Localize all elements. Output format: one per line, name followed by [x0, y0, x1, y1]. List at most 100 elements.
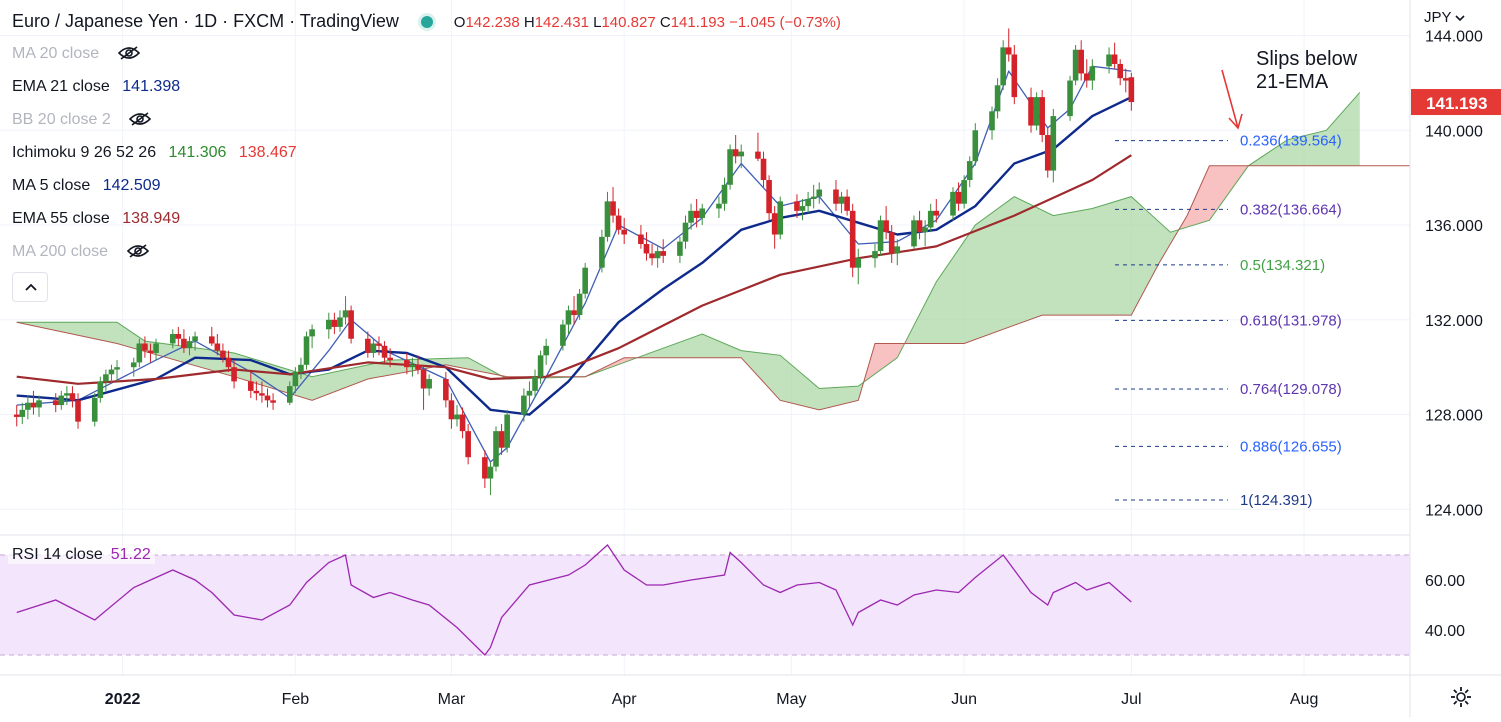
- candle-body: [270, 400, 276, 403]
- candle-body: [97, 381, 104, 398]
- candle-body: [69, 393, 76, 401]
- ema55-line: [16, 154, 1132, 385]
- candle-body: [404, 360, 410, 368]
- candle-body: [75, 400, 81, 422]
- candle-body: [415, 364, 421, 370]
- candle-body: [838, 196, 845, 204]
- candle-body: [615, 215, 622, 230]
- candle-body: [225, 357, 232, 368]
- time-tick-label: Aug: [1290, 691, 1318, 708]
- legend-ma20[interactable]: MA 20 close: [12, 41, 841, 74]
- candle-body: [677, 241, 683, 256]
- candle-body: [1011, 54, 1018, 98]
- candle-body: [298, 364, 304, 372]
- candle-body: [849, 210, 856, 268]
- candle-body: [955, 191, 962, 204]
- candle-body: [1083, 73, 1090, 81]
- candle-body: [966, 161, 973, 181]
- rsi-tick-label: 60.00: [1425, 573, 1465, 590]
- legend-ma200[interactable]: MA 200 close: [12, 239, 841, 272]
- ichimoku-span-a-line: [16, 92, 1361, 390]
- candle-body: [911, 220, 917, 247]
- candle-body: [543, 345, 549, 356]
- cloud-bearish-segment: [1181, 165, 1249, 229]
- legend-ichimoku[interactable]: Ichimoku 9 26 52 26 141.306 138.467: [12, 140, 841, 173]
- legend-ema55-label: EMA 55 close: [12, 210, 110, 227]
- candle-body: [214, 343, 221, 351]
- gear-icon[interactable]: [1450, 686, 1472, 708]
- candle-body: [504, 414, 510, 448]
- candle-body: [387, 357, 393, 361]
- currency-menu[interactable]: JPY: [1424, 9, 1465, 26]
- legend-ema21[interactable]: EMA 21 close 141.398: [12, 74, 841, 107]
- legend-ichimoku-value-b: 138.467: [238, 144, 297, 161]
- candle-body: [1005, 47, 1012, 55]
- candle-body: [309, 329, 315, 337]
- candle-body: [169, 334, 176, 344]
- candle-body: [950, 191, 956, 216]
- candle-body: [147, 350, 154, 353]
- candle-body: [443, 379, 449, 401]
- collapse-legend-button[interactable]: [12, 272, 48, 302]
- candle-body: [654, 251, 661, 259]
- legend-bb20[interactable]: BB 20 close 2: [12, 107, 841, 140]
- candle-body: [888, 232, 895, 254]
- candle-body: [576, 293, 583, 316]
- time-tick-label: Jun: [951, 691, 977, 708]
- candle-body: [91, 397, 98, 422]
- candle-body: [181, 338, 187, 349]
- currency-label: JPY: [1424, 9, 1452, 26]
- candle-body: [1039, 97, 1045, 136]
- candle-body: [1033, 97, 1040, 126]
- rsi-legend[interactable]: RSI 14 close 51.22: [8, 546, 155, 564]
- candle-body: [493, 431, 499, 467]
- legend-ema21-value: 141.398: [122, 78, 181, 95]
- rsi-legend-value: 51.22: [110, 546, 151, 563]
- market-status-icon: [421, 16, 434, 28]
- eye-hidden-icon[interactable]: [126, 244, 149, 258]
- candle-body: [114, 367, 120, 370]
- candle-body: [760, 158, 767, 181]
- eye-hidden-icon[interactable]: [117, 46, 140, 60]
- candle-body: [448, 400, 455, 420]
- fib-level-label: 0.382(136.664): [1240, 201, 1342, 218]
- candle-body: [755, 151, 761, 159]
- legend-ma5[interactable]: MA 5 close 142.509: [12, 173, 841, 206]
- candle-body: [844, 196, 850, 211]
- candle-body: [771, 213, 778, 235]
- eye-hidden-icon[interactable]: [129, 112, 152, 126]
- candle-body: [331, 319, 338, 327]
- price-tick-label: 124.000: [1425, 502, 1483, 519]
- candle-body: [192, 336, 198, 342]
- candle-body: [58, 395, 65, 406]
- candle-body: [721, 184, 728, 204]
- candle-body: [1106, 54, 1112, 67]
- annotation-arrow-head: [1228, 113, 1243, 130]
- cloud-bearish-segment: [863, 336, 909, 383]
- close-value: 141.193: [670, 14, 725, 31]
- candle-body: [643, 243, 650, 254]
- symbol-header[interactable]: Euro / Japanese Yen · 1D · FXCM · Tradin…: [12, 8, 841, 41]
- candle-body: [370, 343, 377, 353]
- change-value: −1.045 (−0.73%): [729, 14, 841, 31]
- candle-body: [409, 364, 416, 368]
- candle-body: [420, 369, 427, 389]
- candle-body: [292, 371, 299, 387]
- candle-body: [64, 393, 70, 396]
- candle-body: [19, 409, 26, 417]
- fib-level-label: 0.764(129.078): [1240, 381, 1342, 398]
- legend-ma5-value: 142.509: [102, 177, 161, 194]
- candle-body: [805, 198, 811, 207]
- annotation-slips-below-ema: Slips below: [1256, 48, 1358, 70]
- candle-body: [25, 402, 31, 410]
- legend-ichimoku-label: Ichimoku 9 26 52 26: [12, 144, 157, 161]
- chevron-up-icon: [25, 283, 37, 291]
- symbol-title[interactable]: Euro / Japanese Yen · 1D · FXCM · Tradin…: [12, 11, 399, 31]
- candle-body: [231, 367, 237, 382]
- time-tick-label: Feb: [282, 691, 310, 708]
- candle-body: [810, 196, 817, 199]
- price-tick-label: 128.000: [1425, 408, 1483, 425]
- candle-body: [582, 267, 588, 294]
- legend-ema55[interactable]: EMA 55 close 138.949: [12, 206, 841, 239]
